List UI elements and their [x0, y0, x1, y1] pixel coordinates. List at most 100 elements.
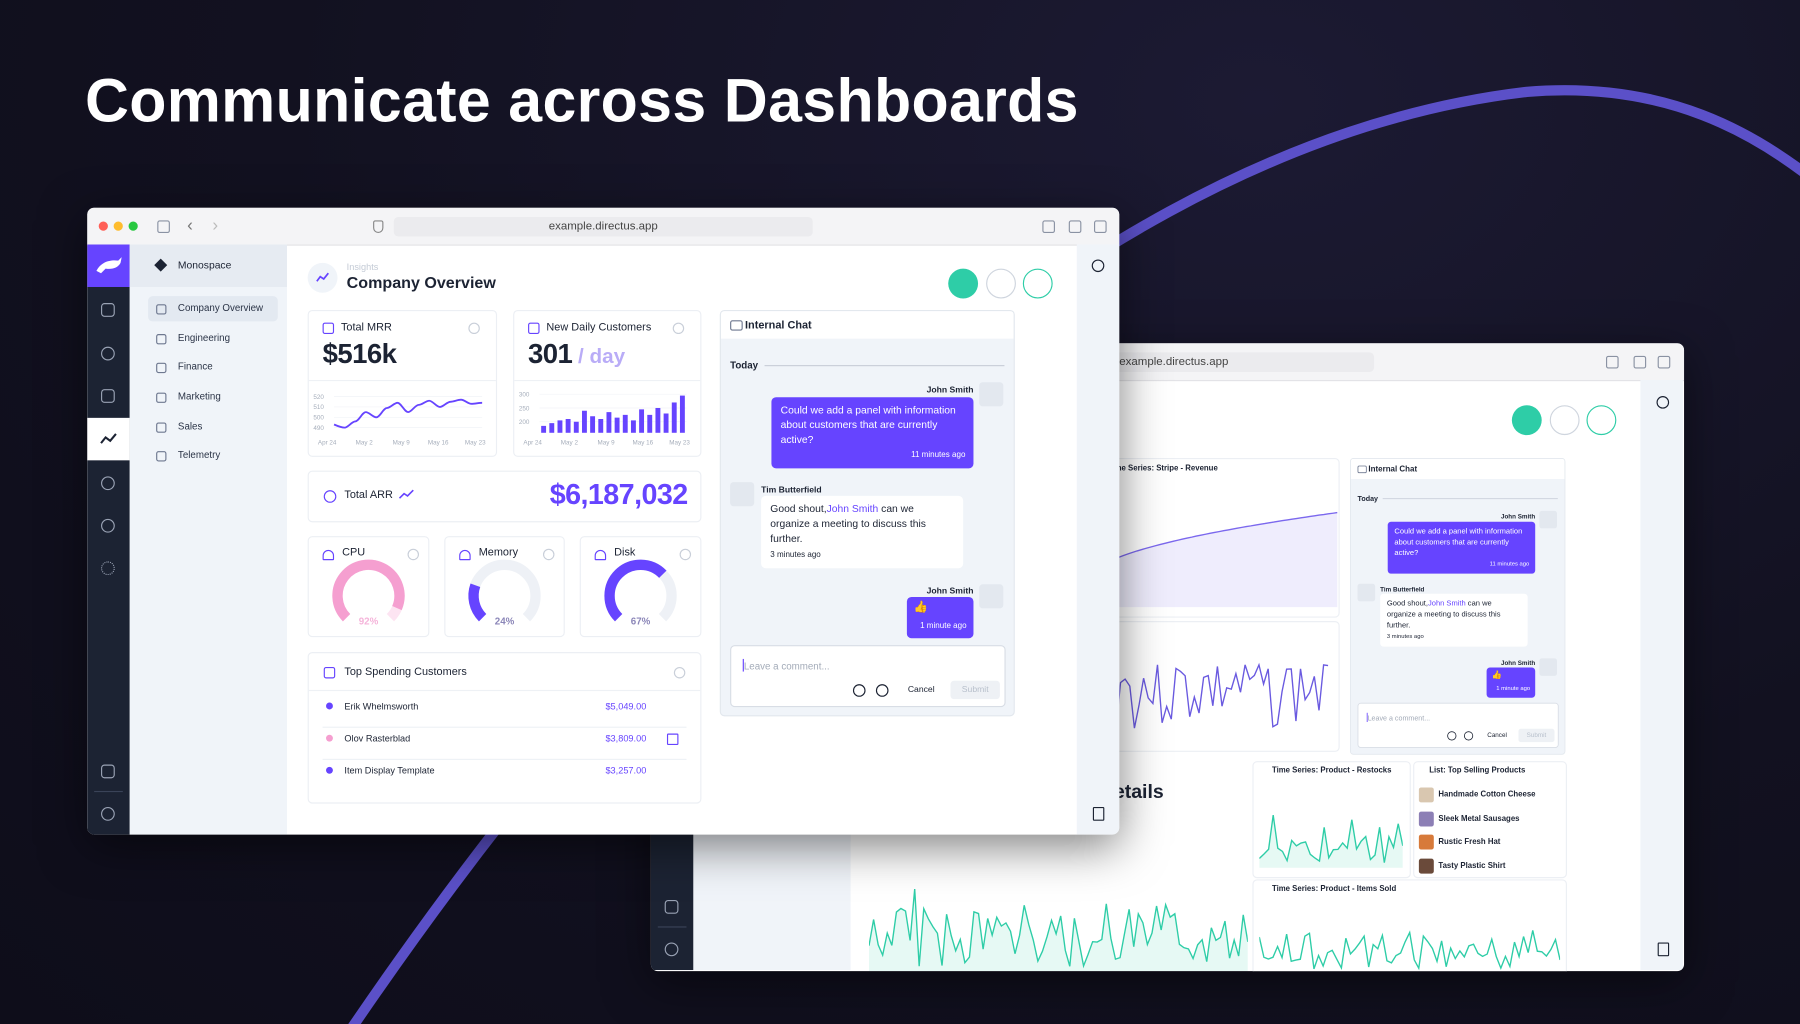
nav-item[interactable]: Telemetry	[177, 448, 221, 461]
zoom-button[interactable]	[128, 221, 138, 231]
bell-icon[interactable]	[101, 764, 115, 779]
insights-active[interactable]	[87, 417, 130, 461]
bar	[606, 412, 612, 433]
cancel-button[interactable]: Cancel	[907, 684, 935, 695]
nav-icon	[156, 362, 167, 374]
submit-button[interactable]: Submit	[1518, 728, 1555, 743]
panel-title: Total ARR	[344, 489, 393, 502]
product-thumb	[1418, 834, 1434, 850]
fullscreen-button[interactable]	[986, 268, 1016, 299]
metric-value: $516k	[322, 338, 397, 370]
minimize-button[interactable]	[113, 221, 123, 231]
info-icon[interactable]	[1091, 259, 1105, 273]
emoji-button[interactable]	[875, 684, 889, 697]
close-button[interactable]	[98, 221, 108, 231]
panel	[1087, 458, 1340, 618]
author: Tim Butterfield	[761, 484, 822, 495]
gauge-label: 24%	[495, 616, 515, 627]
edit-mode-button[interactable]	[1511, 405, 1542, 436]
gauge-track	[468, 559, 541, 622]
gauge-value	[604, 559, 667, 622]
info-icon[interactable]	[673, 666, 686, 679]
url-bar[interactable]	[393, 216, 813, 237]
message-time: 1 minute ago	[1496, 685, 1531, 692]
gauge-value	[468, 583, 487, 622]
mention-button[interactable]	[852, 684, 866, 697]
info-icon[interactable]	[542, 548, 555, 561]
bar	[647, 414, 653, 433]
info-icon[interactable]	[468, 322, 480, 335]
breadcrumb[interactable]: Insights	[346, 261, 379, 273]
x-tick-label: May 16	[633, 439, 654, 446]
add-icon[interactable]	[1068, 220, 1082, 234]
row-divider	[322, 758, 687, 760]
logo[interactable]	[87, 244, 130, 287]
cloud-icon[interactable]	[101, 476, 115, 491]
caret	[742, 658, 744, 672]
fullscreen-button[interactable]	[1549, 405, 1580, 436]
bar	[549, 423, 555, 433]
sidebar-toggle[interactable]	[157, 220, 170, 234]
message-time: 1 minute ago	[920, 622, 967, 631]
panel-icon	[594, 549, 607, 561]
edit-button[interactable]	[1022, 268, 1053, 299]
y-tick-label: 500	[313, 415, 324, 422]
x-tick-label: May 23	[669, 439, 690, 446]
submit-button[interactable]: Submit	[950, 680, 1000, 700]
area	[869, 889, 1248, 972]
info-icon[interactable]	[672, 322, 685, 335]
content-icon[interactable]	[101, 303, 115, 317]
user-icon[interactable]	[101, 807, 115, 821]
url: example.directus.app	[548, 220, 658, 234]
headline: Communicate across Dashboards	[84, 67, 1079, 136]
share-icon[interactable]	[1042, 220, 1055, 234]
comment-box[interactable]: Leave a comment... Cancel Submit	[1357, 702, 1559, 748]
mini-chart: 300 250 200 Apr 24 May 2 May 9 May 16 May 23	[519, 392, 691, 447]
info-icon[interactable]	[407, 548, 420, 561]
comment-box[interactable]: Leave a comment... Cancel Submit	[730, 645, 1006, 708]
separator	[94, 790, 123, 793]
nav-item[interactable]: Sales	[177, 420, 203, 432]
emoji-button[interactable]	[1463, 731, 1474, 741]
day-label: Today	[730, 359, 759, 371]
bar	[679, 395, 685, 433]
tabs-icon[interactable]	[1094, 220, 1107, 234]
back-button[interactable]: ‹	[187, 215, 193, 236]
sidebar	[87, 244, 130, 835]
text: can we organize a meeting to discuss thi…	[770, 502, 926, 545]
chat-panel: Internal Chat Today John Smith Could we …	[719, 309, 1015, 717]
forward-button[interactable]: ›	[212, 215, 219, 236]
line	[1259, 930, 1561, 971]
edit-button[interactable]	[1586, 405, 1617, 436]
files-icon[interactable]	[101, 389, 115, 403]
metric-unit: / day	[578, 344, 626, 368]
nav-item[interactable]: Finance	[177, 360, 213, 372]
mention-button[interactable]	[1447, 731, 1457, 741]
avatar	[1357, 583, 1376, 602]
help-icon[interactable]	[101, 518, 115, 533]
clipboard-icon[interactable]	[1092, 807, 1105, 821]
mention[interactable]: John Smith	[1427, 598, 1466, 608]
mention[interactable]: John Smith	[826, 502, 879, 515]
nav-icon	[156, 334, 167, 345]
y-tick-label: 250	[519, 405, 530, 412]
line	[1259, 814, 1403, 863]
nav-item[interactable]: Engineering	[177, 331, 231, 344]
nav-item[interactable]: Company Overview	[177, 301, 264, 314]
edit-mode-button[interactable]	[948, 268, 979, 299]
text: can we organize a meeting to discuss thi…	[1386, 598, 1501, 629]
users-icon[interactable]	[101, 346, 115, 361]
settings-icon[interactable]	[101, 561, 115, 576]
info-icon[interactable]	[679, 548, 692, 561]
shield-icon	[373, 220, 384, 234]
product-thumb	[1418, 811, 1434, 827]
external-link-icon[interactable]	[666, 733, 679, 746]
nav-item[interactable]: Marketing	[177, 390, 221, 402]
y-tick-label: 300	[519, 392, 530, 399]
bar	[590, 416, 596, 433]
y-tick-label: 200	[519, 419, 530, 426]
separator	[657, 926, 687, 928]
cancel-button[interactable]: Cancel	[1487, 731, 1507, 739]
